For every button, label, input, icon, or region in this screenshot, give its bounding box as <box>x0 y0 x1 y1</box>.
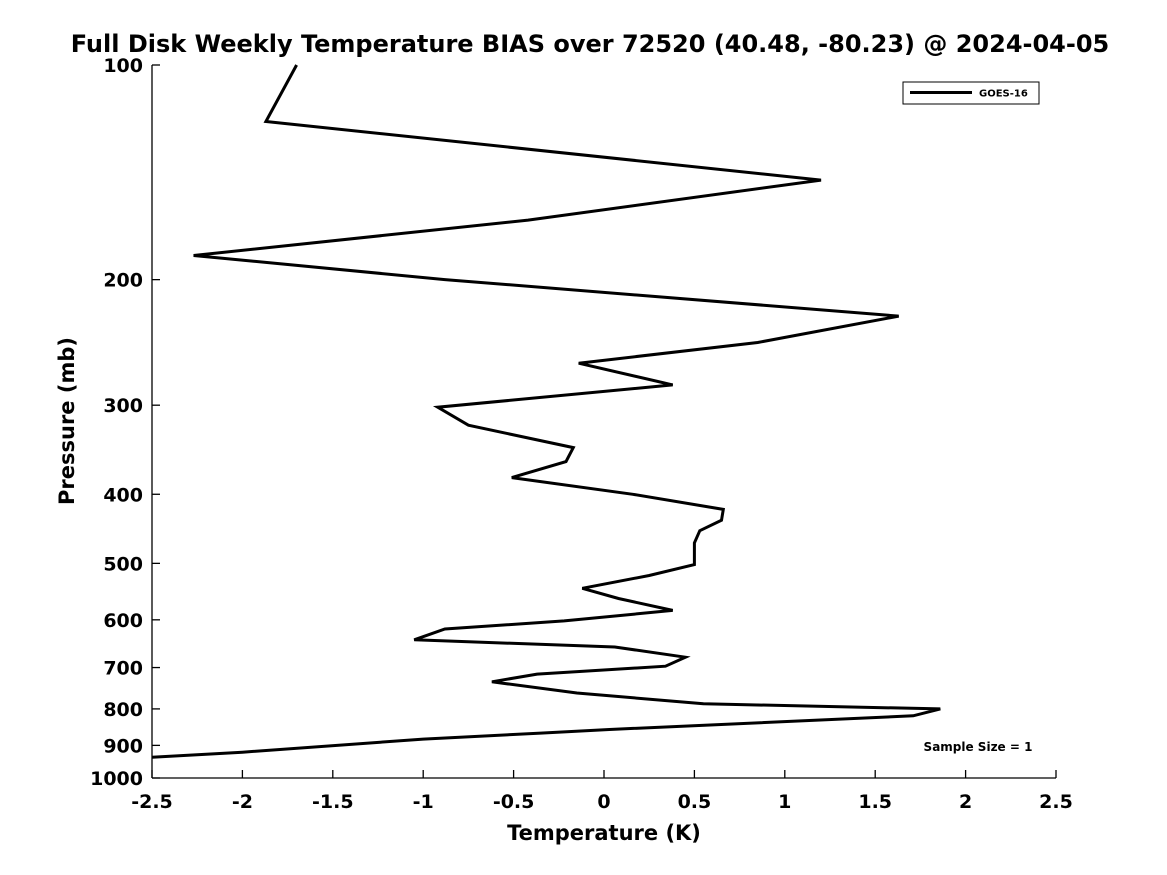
y-tick-label: 600 <box>103 610 143 632</box>
x-tick-label: 0 <box>597 791 610 813</box>
x-tick-label: -0.5 <box>493 791 535 813</box>
y-tick-label: 700 <box>103 658 143 680</box>
x-tick-label: 1 <box>778 791 791 813</box>
y-tick-label: 300 <box>103 395 143 417</box>
y-tick-label: 100 <box>103 55 143 77</box>
sample-size-annotation: Sample Size = 1 <box>924 740 1033 754</box>
series-layer <box>151 64 941 759</box>
legend-entry-goes16: GOES-16 <box>979 89 1028 100</box>
y-tick-label: 500 <box>103 553 143 575</box>
x-tick-label: -2.5 <box>131 791 173 813</box>
y-tick-label: 1000 <box>90 768 143 790</box>
legend: GOES-16 <box>902 81 1040 105</box>
y-tick-label: 400 <box>103 484 143 506</box>
x-axis-label: Temperature (K) <box>507 821 701 845</box>
x-axis-ticks: -2.5 -2 -1.5 -1 -0.5 0 0.5 1 1.5 2 2.5 <box>131 770 1073 813</box>
x-tick-label: -1 <box>413 791 434 813</box>
chart-title: Full Disk Weekly Temperature BIAS over 7… <box>71 30 1110 58</box>
x-tick-label: 0.5 <box>678 791 712 813</box>
y-axis-label: Pressure (mb) <box>55 337 79 505</box>
y-tick-label: 200 <box>103 270 143 292</box>
x-tick-label: 2.5 <box>1039 791 1073 813</box>
x-tick-label: 2 <box>959 791 972 813</box>
x-tick-label: 1.5 <box>858 791 892 813</box>
x-tick-label: -2 <box>232 791 253 813</box>
y-tick-label: 900 <box>103 735 143 757</box>
x-tick-label: -1.5 <box>312 791 354 813</box>
y-tick-label: 800 <box>103 699 143 721</box>
series-line-goes-16 <box>151 64 941 759</box>
y-axis-ticks: 100 200 300 400 500 600 700 800 900 1000 <box>90 55 160 790</box>
